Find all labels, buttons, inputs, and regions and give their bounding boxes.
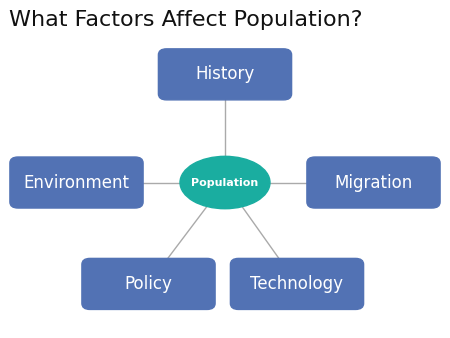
FancyBboxPatch shape: [10, 157, 143, 208]
Ellipse shape: [180, 156, 270, 209]
Text: Environment: Environment: [23, 173, 130, 192]
Text: Population: Population: [191, 177, 259, 188]
Text: History: History: [195, 65, 255, 83]
FancyBboxPatch shape: [307, 157, 440, 208]
FancyBboxPatch shape: [82, 259, 215, 310]
FancyBboxPatch shape: [230, 259, 364, 310]
Text: What Factors Affect Population?: What Factors Affect Population?: [9, 10, 363, 30]
Text: Policy: Policy: [125, 275, 172, 293]
FancyBboxPatch shape: [158, 49, 292, 100]
Text: Technology: Technology: [251, 275, 343, 293]
Text: Migration: Migration: [334, 173, 413, 192]
